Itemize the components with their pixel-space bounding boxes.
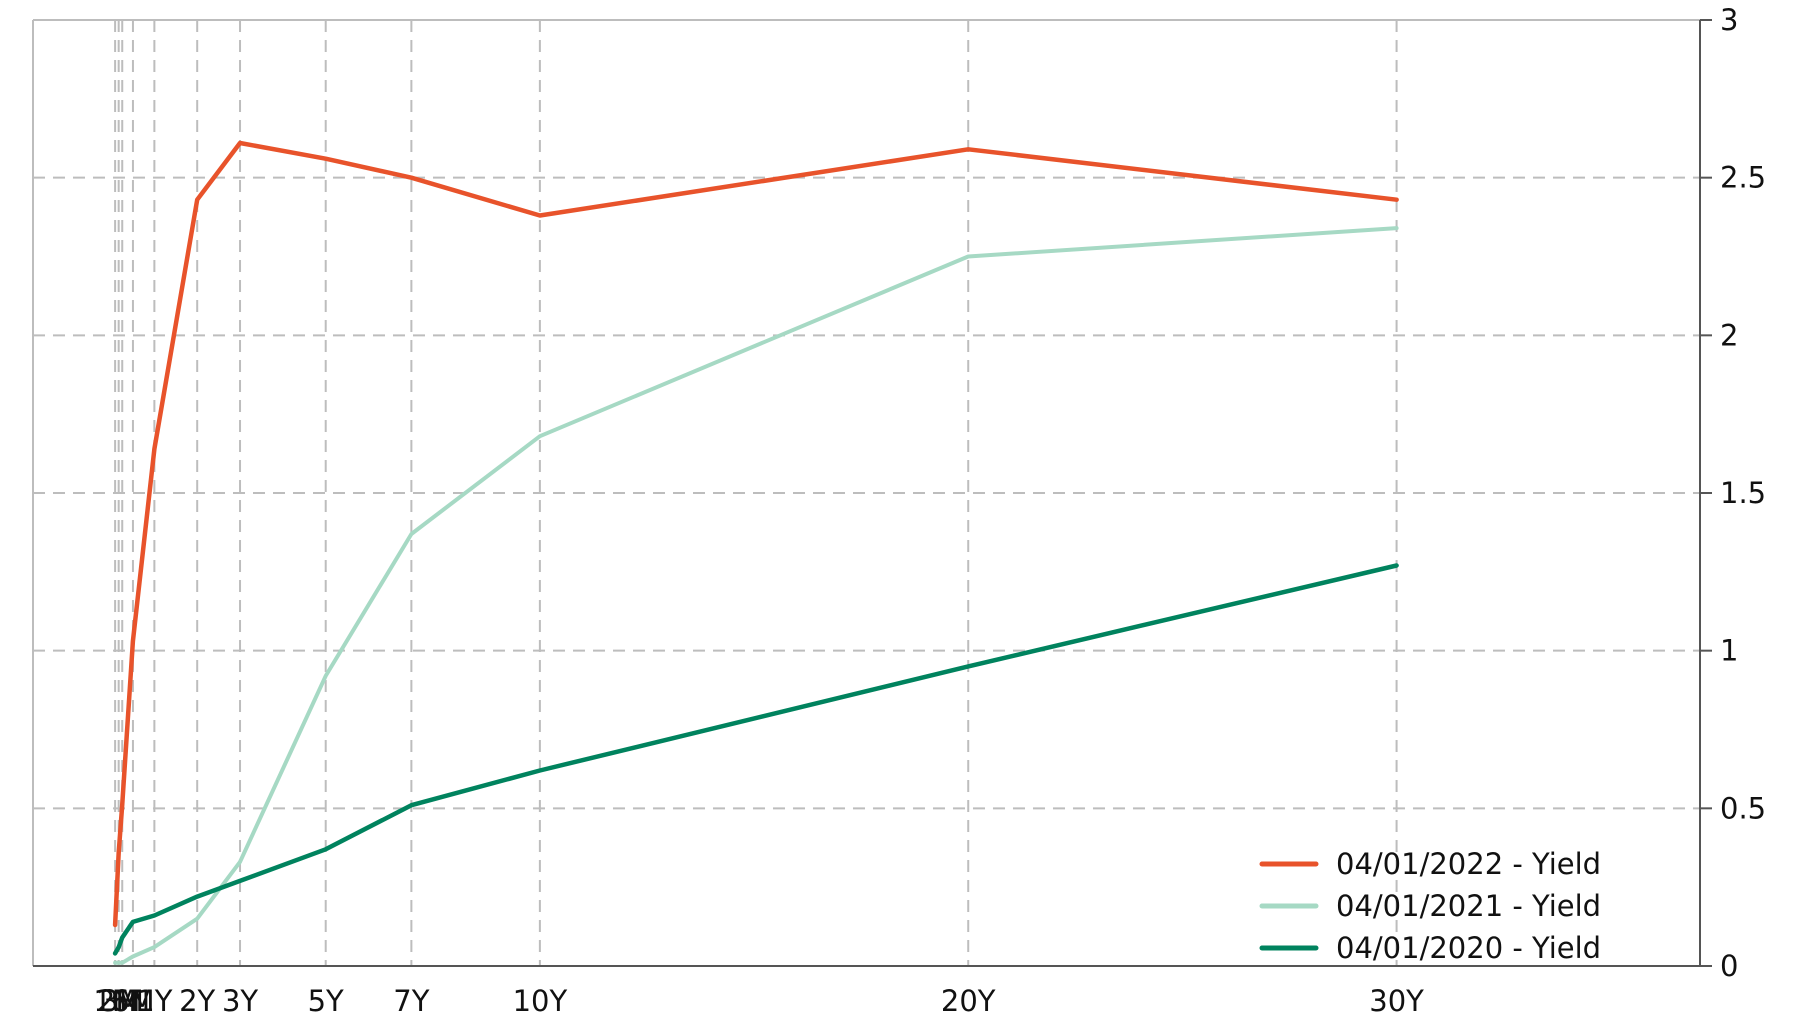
x-tick-label: 2Y xyxy=(179,984,215,1018)
legend-label-2: 04/01/2020 - Yield xyxy=(1336,931,1601,965)
x-tick-label: 7Y xyxy=(393,984,429,1018)
y-tick-label: 2.5 xyxy=(1720,161,1766,195)
series-line-1 xyxy=(113,226,1399,965)
x-tick-label: 1Y xyxy=(136,984,172,1018)
x-tick-label: 20Y xyxy=(941,984,996,1018)
y-tick-label: 0.5 xyxy=(1720,791,1766,825)
x-tick-label: 1M xyxy=(93,984,136,1018)
x-tick-label: 3M xyxy=(100,984,143,1018)
legend: 04/01/2022 - Yield 04/01/2021 - Yield 04/0… xyxy=(1259,847,1601,965)
y-tick-label: 3 xyxy=(1720,3,1738,37)
x-tick-label: 5Y xyxy=(308,984,344,1018)
x-tick-label: 10Y xyxy=(513,984,568,1018)
y-tick-label: 0 xyxy=(1720,949,1738,983)
x-tick-label: 2M xyxy=(97,984,140,1018)
x-tick-label: 30Y xyxy=(1369,984,1424,1018)
series-line-0 xyxy=(112,140,1399,928)
y-tick-label: 2 xyxy=(1720,318,1738,352)
legend-label-1: 04/01/2021 - Yield xyxy=(1336,889,1601,923)
series-layer xyxy=(112,140,1399,965)
grid-layer xyxy=(32,19,1700,966)
x-tick-label: 6M xyxy=(111,984,154,1018)
legend-label-0: 04/01/2022 - Yield xyxy=(1336,847,1601,881)
y-tick-label: 1.5 xyxy=(1720,476,1766,510)
x-tick-label: 3Y xyxy=(222,984,258,1018)
series-line-2 xyxy=(112,563,1399,956)
y-tick-label: 1 xyxy=(1720,634,1738,668)
